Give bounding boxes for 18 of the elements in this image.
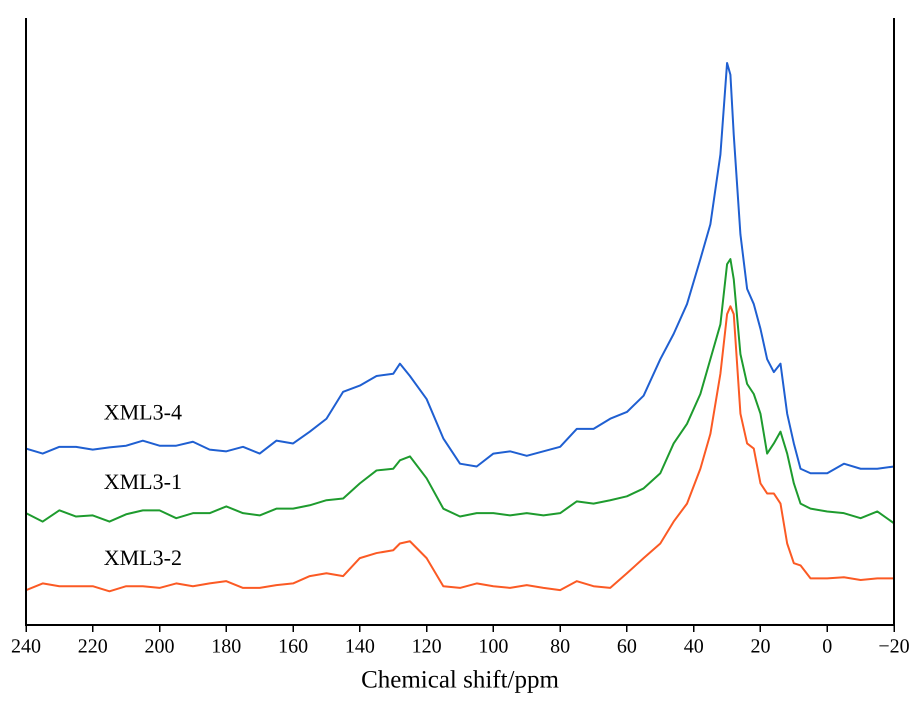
x-tick-label: 220 [78,635,108,658]
x-tick-label: 20 [750,635,770,658]
x-tick-label: 40 [684,635,704,658]
x-tick-label: 80 [550,635,570,658]
x-tick-label: 200 [144,635,175,658]
x-tick-label: 60 [616,635,637,658]
x-tick-label: 160 [278,635,308,658]
series-label: XML3-4 [104,399,182,424]
x-tick-label: −20 [878,635,910,658]
x-tick-label: 240 [11,635,41,658]
series-label: XML3-2 [104,545,182,570]
series-label: XML3-1 [104,469,182,494]
x-tick-label: 180 [211,635,242,658]
x-tick-label: 0 [822,635,832,658]
x-tick-label: 100 [478,635,508,658]
x-tick-label: 120 [412,635,442,658]
x-axis-title: Chemical shift/ppm [361,666,560,694]
x-tick-label: 140 [344,635,375,658]
